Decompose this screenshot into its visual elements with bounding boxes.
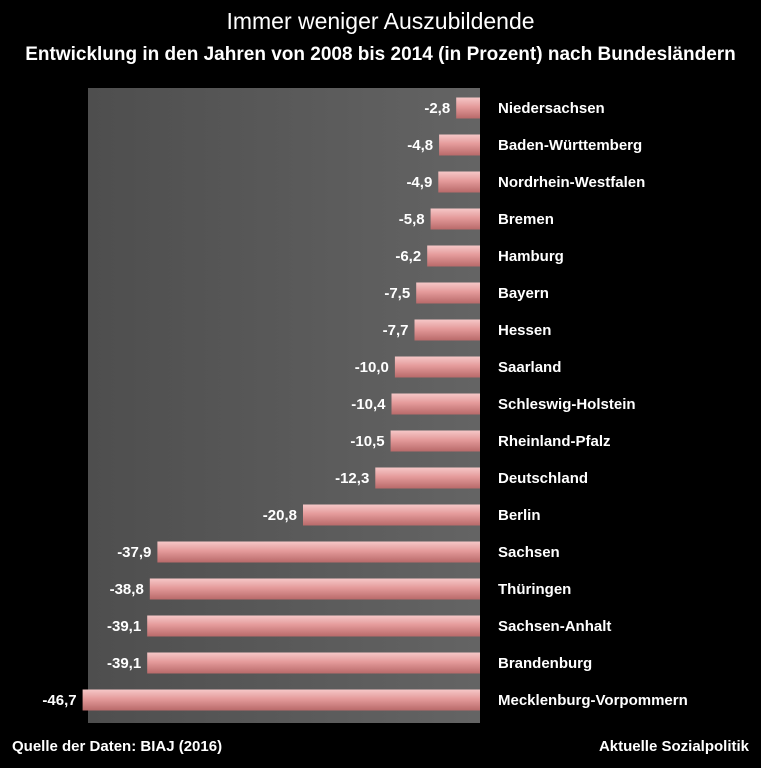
bar [157, 541, 480, 563]
value-label: -12,3 [335, 470, 369, 487]
value-label: -4,8 [407, 137, 433, 154]
category-label: Brandenburg [498, 655, 592, 672]
category-label: Baden-Württemberg [498, 137, 642, 154]
bar [414, 319, 480, 341]
chart-subtitle: Entwicklung in den Jahren von 2008 bis 2… [25, 44, 736, 65]
chart-title: Immer weniger Auszubildende [226, 8, 535, 34]
value-label: -2,8 [424, 100, 450, 117]
value-label: -5,8 [399, 211, 425, 228]
bar [430, 208, 480, 230]
category-label: Mecklenburg-Vorpommern [498, 692, 688, 709]
category-label: Sachsen-Anhalt [498, 618, 611, 635]
bar [147, 652, 480, 674]
publisher-note: Aktuelle Sozialpolitik [598, 738, 749, 755]
bar [391, 393, 480, 415]
category-label: Schleswig-Holstein [498, 396, 636, 413]
value-label: -7,7 [383, 322, 409, 339]
bar [147, 615, 480, 637]
category-label: Bremen [498, 211, 554, 228]
category-label: Rheinland-Pfalz [498, 433, 611, 450]
bar [394, 356, 480, 378]
bar [438, 171, 480, 193]
bar [149, 578, 481, 600]
bar [416, 282, 480, 304]
bar [439, 134, 480, 156]
category-label: Bayern [498, 285, 549, 302]
value-label: -39,1 [107, 618, 141, 635]
bar [456, 97, 480, 119]
value-label: -4,9 [406, 174, 432, 191]
value-label: -39,1 [107, 655, 141, 672]
category-label: Nordrhein-Westfalen [498, 174, 645, 191]
category-label: Thüringen [498, 581, 571, 598]
category-label: Saarland [498, 359, 561, 376]
value-label: -10,4 [351, 396, 386, 413]
value-label: -20,8 [263, 507, 297, 524]
value-label: -6,2 [395, 248, 421, 265]
value-label: -37,9 [117, 544, 151, 561]
bar [303, 504, 480, 526]
value-label: -10,5 [350, 433, 384, 450]
source-note: Quelle der Daten: BIAJ (2016) [12, 738, 223, 755]
value-label: -38,8 [110, 581, 144, 598]
category-label: Sachsen [498, 544, 560, 561]
bar [427, 245, 480, 267]
bar [375, 467, 480, 489]
category-label: Berlin [498, 507, 541, 524]
bar [82, 689, 480, 711]
value-label: -46,7 [42, 692, 76, 709]
category-label: Niedersachsen [498, 100, 605, 117]
value-label: -7,5 [384, 285, 410, 302]
category-label: Hessen [498, 322, 551, 339]
category-label: Deutschland [498, 470, 588, 487]
value-label: -10,0 [355, 359, 389, 376]
category-label: Hamburg [498, 248, 564, 265]
bar [390, 430, 480, 452]
